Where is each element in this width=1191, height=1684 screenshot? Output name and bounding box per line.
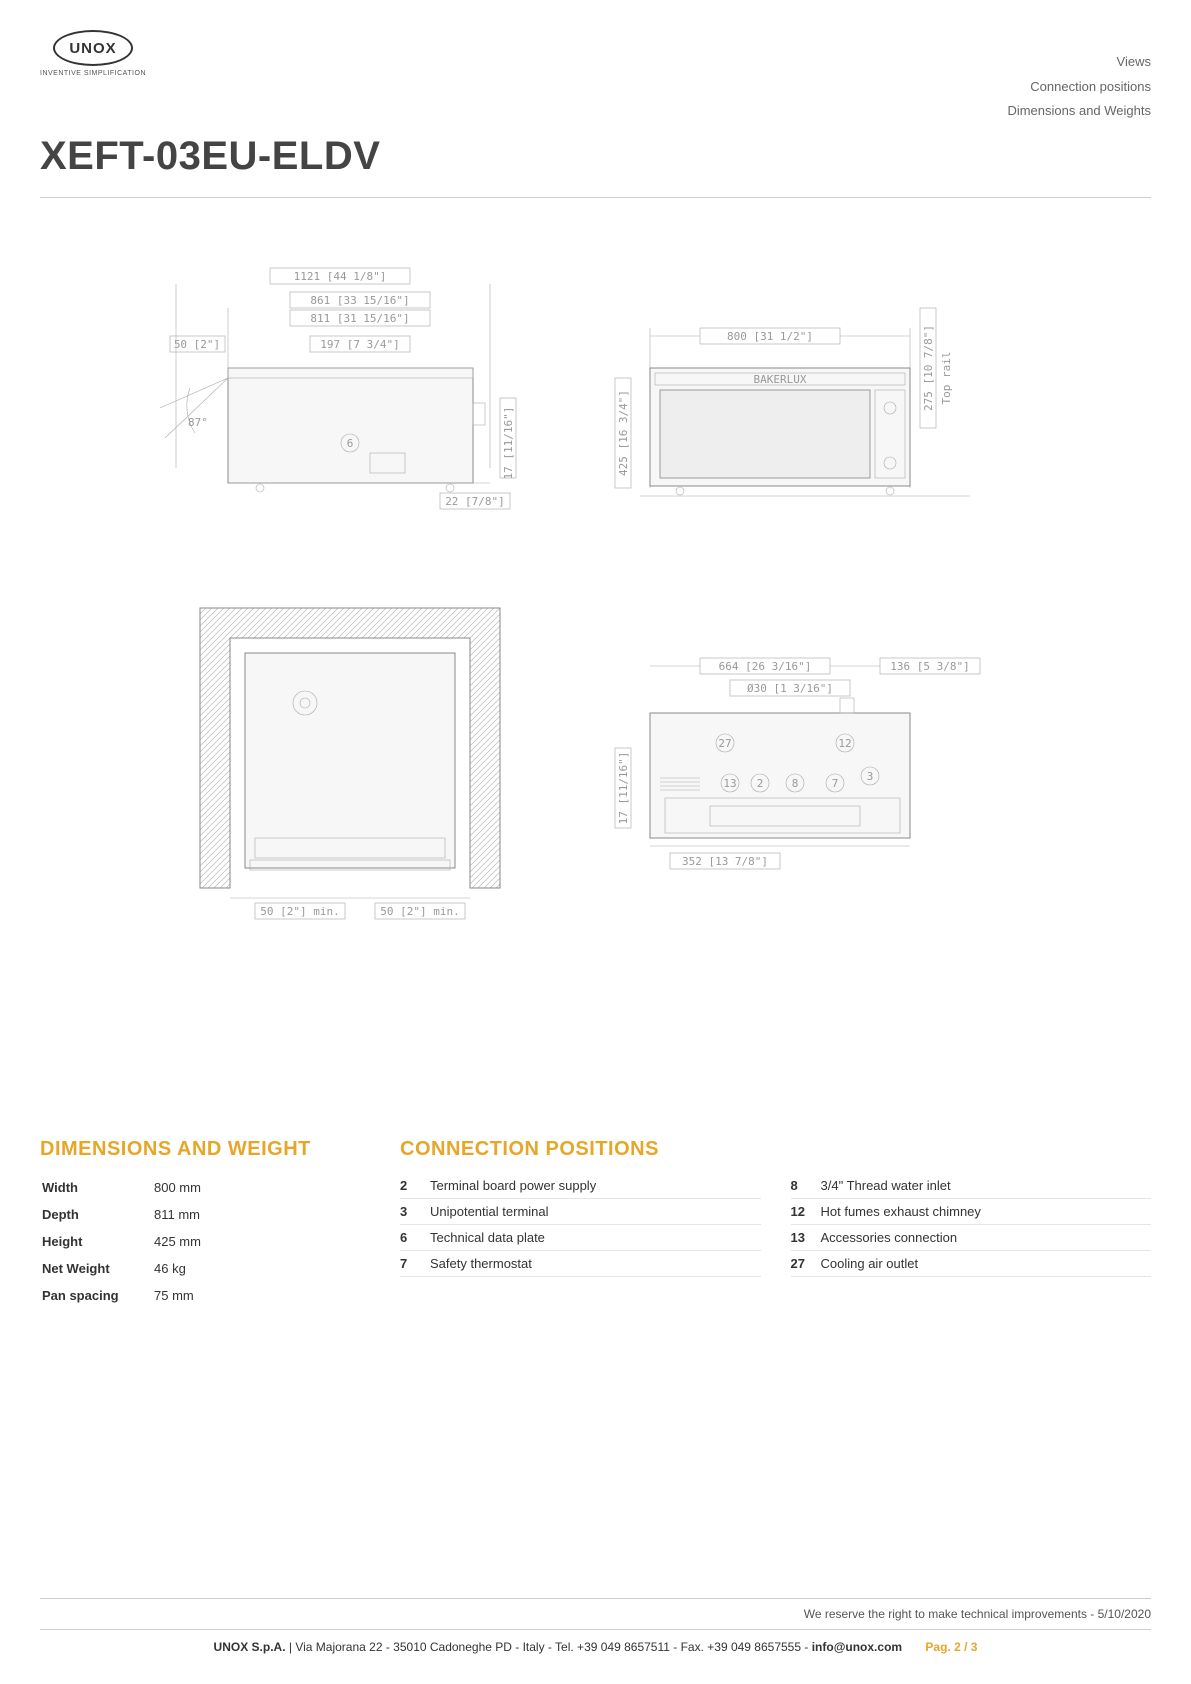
svg-text:Top rail: Top rail bbox=[940, 352, 953, 405]
email-text: info@unox.com bbox=[812, 1640, 902, 1654]
svg-text:17 [11/16"]: 17 [11/16"] bbox=[617, 752, 630, 825]
company-name: UNOX S.p.A. bbox=[214, 1640, 286, 1654]
list-item: 83/4" Thread water inlet bbox=[791, 1173, 1152, 1199]
list-item: 12Hot fumes exhaust chimney bbox=[791, 1199, 1152, 1225]
list-item: 2Terminal board power supply bbox=[400, 1173, 761, 1199]
svg-text:7: 7 bbox=[832, 777, 839, 790]
logo-mark: UNOX bbox=[53, 30, 133, 66]
nav-item: Views bbox=[1007, 50, 1151, 75]
svg-text:50 [2"]: 50 [2"] bbox=[174, 338, 220, 351]
svg-text:811 [31 15/16"]: 811 [31 15/16"] bbox=[310, 312, 409, 325]
contact-line: UNOX S.p.A. | Via Majorana 22 - 35010 Ca… bbox=[40, 1629, 1151, 1654]
svg-text:17 [11/16"]: 17 [11/16"] bbox=[502, 407, 515, 480]
dimensions-table: Width800 mm Depth811 mm Height425 mm Net… bbox=[40, 1173, 350, 1310]
svg-text:2: 2 bbox=[757, 777, 764, 790]
svg-text:6: 6 bbox=[347, 437, 354, 450]
disclaimer-text: We reserve the right to make technical i… bbox=[40, 1598, 1151, 1621]
svg-text:861 [33 15/16"]: 861 [33 15/16"] bbox=[310, 294, 409, 307]
logo-tagline: INVENTIVE SIMPLIFICATION bbox=[40, 70, 146, 77]
page-number: Pag. 2 / 3 bbox=[925, 1640, 977, 1654]
svg-text:22 [7/8"]: 22 [7/8"] bbox=[445, 495, 505, 508]
svg-text:87°: 87° bbox=[188, 416, 208, 429]
product-title: XEFT-03EU-ELDV bbox=[40, 134, 1151, 179]
connections-left: 2Terminal board power supply 3Unipotenti… bbox=[400, 1173, 761, 1277]
page-footer: We reserve the right to make technical i… bbox=[40, 1598, 1151, 1654]
svg-text:BAKERLUX: BAKERLUX bbox=[754, 373, 807, 386]
svg-text:275 [10 7/8"]: 275 [10 7/8"] bbox=[922, 325, 935, 411]
dimensions-column: DIMENSIONS AND WEIGHT Width800 mm Depth8… bbox=[40, 1138, 350, 1310]
svg-text:Ø30 [1 3/16"]: Ø30 [1 3/16"] bbox=[747, 682, 833, 695]
svg-text:50 [2"] min.: 50 [2"] min. bbox=[380, 905, 459, 918]
connections-column: CONNECTION POSITIONS 2Terminal board pow… bbox=[400, 1138, 1151, 1310]
header-divider bbox=[40, 197, 1151, 198]
svg-text:800 [31 1/2"]: 800 [31 1/2"] bbox=[727, 330, 813, 343]
table-row: Depth811 mm bbox=[42, 1202, 348, 1227]
svg-text:27: 27 bbox=[718, 737, 731, 750]
svg-text:50 [2"] min.: 50 [2"] min. bbox=[260, 905, 339, 918]
dimensions-heading: DIMENSIONS AND WEIGHT bbox=[40, 1138, 350, 1161]
table-row: Height425 mm bbox=[42, 1229, 348, 1254]
svg-text:12: 12 bbox=[838, 737, 851, 750]
svg-text:1121 [44 1/8"]: 1121 [44 1/8"] bbox=[294, 270, 387, 283]
top-view: 50 [2"] min. 50 [2"] min. bbox=[200, 608, 500, 919]
svg-text:197 [7 3/4"]: 197 [7 3/4"] bbox=[320, 338, 399, 351]
list-item: 27Cooling air outlet bbox=[791, 1251, 1152, 1277]
address-text: | Via Majorana 22 - 35010 Cadoneghe PD -… bbox=[286, 1640, 812, 1654]
connections-heading: CONNECTION POSITIONS bbox=[400, 1138, 1151, 1161]
technical-diagrams: 1121 [44 1/8"] 861 [33 15/16"] 811 [31 1… bbox=[40, 258, 1151, 1038]
svg-text:136 [5 3/8"]: 136 [5 3/8"] bbox=[890, 660, 969, 673]
rear-view: 664 [26 3/16"] 136 [5 3/8"] Ø30 [1 3/16"… bbox=[615, 658, 980, 869]
table-row: Width800 mm bbox=[42, 1175, 348, 1200]
connections-right: 83/4" Thread water inlet 12Hot fumes exh… bbox=[791, 1173, 1152, 1277]
front-view: 800 [31 1/2"] 275 [10 7/8"] Top rail 425… bbox=[615, 308, 970, 496]
svg-text:425 [16 3/4"]: 425 [16 3/4"] bbox=[617, 390, 630, 476]
list-item: 13Accessories connection bbox=[791, 1225, 1152, 1251]
page-header: UNOX INVENTIVE SIMPLIFICATION Views Conn… bbox=[40, 30, 1151, 124]
specifications: DIMENSIONS AND WEIGHT Width800 mm Depth8… bbox=[40, 1138, 1151, 1310]
side-view: 1121 [44 1/8"] 861 [33 15/16"] 811 [31 1… bbox=[160, 268, 516, 509]
svg-text:13: 13 bbox=[723, 777, 736, 790]
svg-text:352 [13 7/8"]: 352 [13 7/8"] bbox=[682, 855, 768, 868]
list-item: 7Safety thermostat bbox=[400, 1251, 761, 1277]
table-row: Pan spacing75 mm bbox=[42, 1283, 348, 1308]
svg-text:3: 3 bbox=[867, 770, 874, 783]
svg-text:8: 8 bbox=[792, 777, 799, 790]
nav-item: Connection positions bbox=[1007, 75, 1151, 100]
table-row: Net Weight46 kg bbox=[42, 1256, 348, 1281]
brand-logo: UNOX INVENTIVE SIMPLIFICATION bbox=[40, 30, 146, 77]
nav-item: Dimensions and Weights bbox=[1007, 99, 1151, 124]
list-item: 6Technical data plate bbox=[400, 1225, 761, 1251]
diagram-svg: 1121 [44 1/8"] 861 [33 15/16"] 811 [31 1… bbox=[100, 258, 1150, 1038]
section-nav: Views Connection positions Dimensions an… bbox=[1007, 50, 1151, 124]
svg-text:664 [26 3/16"]: 664 [26 3/16"] bbox=[719, 660, 812, 673]
list-item: 3Unipotential terminal bbox=[400, 1199, 761, 1225]
